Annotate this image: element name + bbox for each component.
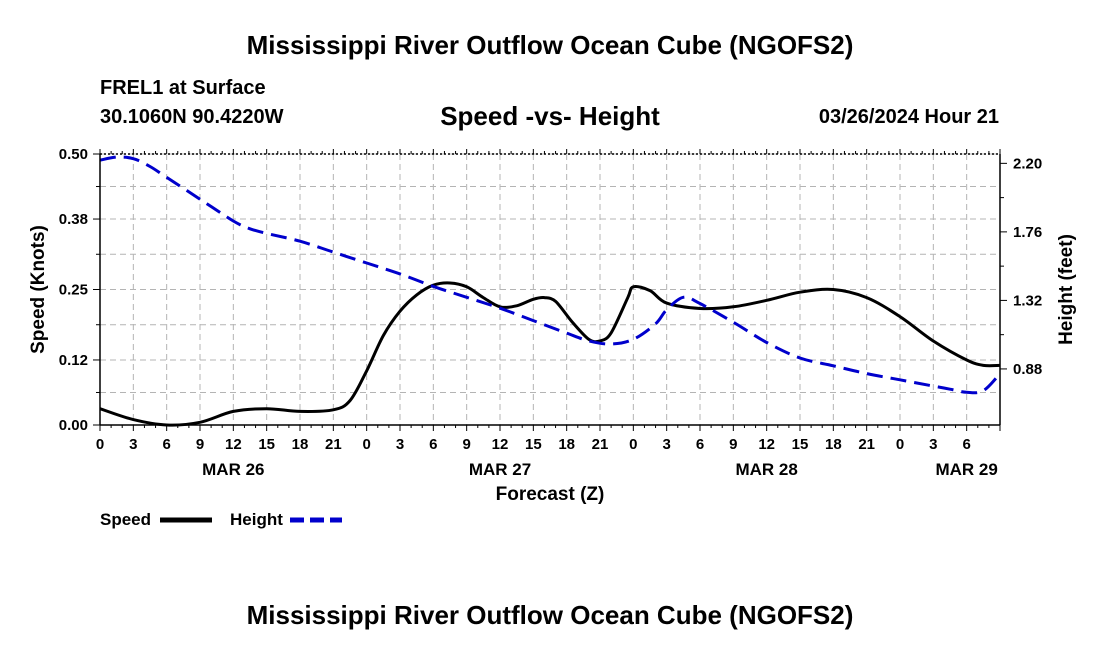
plot-frame xyxy=(93,149,1007,431)
station-label: FREL1 at Surface xyxy=(100,77,266,99)
y2-tick-label: 1.32 xyxy=(1013,292,1042,309)
x-axis-title: Forecast (Z) xyxy=(496,484,605,505)
x-tick-label: 12 xyxy=(492,436,509,453)
x-tick-label: 0 xyxy=(629,436,637,453)
legend-label-speed: Speed xyxy=(100,510,151,529)
x-tick-label: 3 xyxy=(129,436,137,453)
x-tick-label: 18 xyxy=(825,436,842,453)
x-tick-label: 21 xyxy=(858,436,875,453)
x-tick-label: 0 xyxy=(362,436,370,453)
x-tick-label: 18 xyxy=(558,436,575,453)
x-tick-label: 6 xyxy=(162,436,170,453)
x-tick-label: 12 xyxy=(758,436,775,453)
y-tick-label: 0.25 xyxy=(59,282,88,299)
y2-axis-title: Height (feet) xyxy=(1056,234,1077,345)
height-series-line xyxy=(100,155,1000,395)
legend-label-height: Height xyxy=(230,510,283,529)
y-tick-label: 0.38 xyxy=(59,211,88,228)
y-axis-title: Speed (Knots) xyxy=(28,225,49,354)
forecast-datetime: 03/26/2024 Hour 21 xyxy=(818,106,999,128)
y2-tick-label: 2.20 xyxy=(1013,155,1042,172)
x-tick-label: 6 xyxy=(962,436,970,453)
x-tick-label: 9 xyxy=(729,436,737,453)
x-tick-label: 3 xyxy=(662,436,670,453)
x-tick-label: 6 xyxy=(429,436,437,453)
footer-title: Mississippi River Outflow Ocean Cube (NG… xyxy=(246,600,854,630)
chart-grid xyxy=(99,153,1001,426)
y2-tick-label: 0.88 xyxy=(1013,361,1042,378)
x-tick-label: 0 xyxy=(896,436,904,453)
series-layer xyxy=(100,155,1000,427)
coordinates-label: 30.1060N 90.4220W xyxy=(100,106,284,128)
chart-subtitle: Speed -vs- Height xyxy=(440,101,660,131)
y-tick-label: 0.00 xyxy=(59,417,88,434)
x-tick-label: 15 xyxy=(792,436,809,453)
x-tick-label: 21 xyxy=(592,436,609,453)
x-tick-label: 6 xyxy=(696,436,704,453)
x-tick-label: 15 xyxy=(525,436,542,453)
y-tick-label: 0.12 xyxy=(59,352,88,369)
x-tick-label: 3 xyxy=(396,436,404,453)
axis-labels: 0 3 6 9 12 15 18 21 0 3 6 9 12 15 18 21 0 3 6 9 12 15 18 21 0 3 6 0… xyxy=(28,146,1077,505)
x-tick-label: 18 xyxy=(292,436,309,453)
date-label: MAR 26 xyxy=(202,460,264,479)
x-tick-label: 15 xyxy=(258,436,275,453)
y2-tick-label: 1.76 xyxy=(1013,224,1042,241)
x-tick-label: 0 xyxy=(96,436,104,453)
x-tick-label: 12 xyxy=(225,436,242,453)
x-tick-label: 9 xyxy=(462,436,470,453)
x-tick-label: 9 xyxy=(196,436,204,453)
main-title: Mississippi River Outflow Ocean Cube (NG… xyxy=(246,30,854,60)
x-tick-label: 21 xyxy=(325,436,342,453)
date-label: MAR 28 xyxy=(735,460,797,479)
speed-series-line xyxy=(100,281,1000,427)
date-label: MAR 29 xyxy=(935,460,997,479)
y-tick-label: 0.50 xyxy=(59,146,88,163)
chart-legend: Speed Height xyxy=(100,510,342,529)
date-label: MAR 27 xyxy=(469,460,531,479)
x-tick-label: 3 xyxy=(929,436,937,453)
